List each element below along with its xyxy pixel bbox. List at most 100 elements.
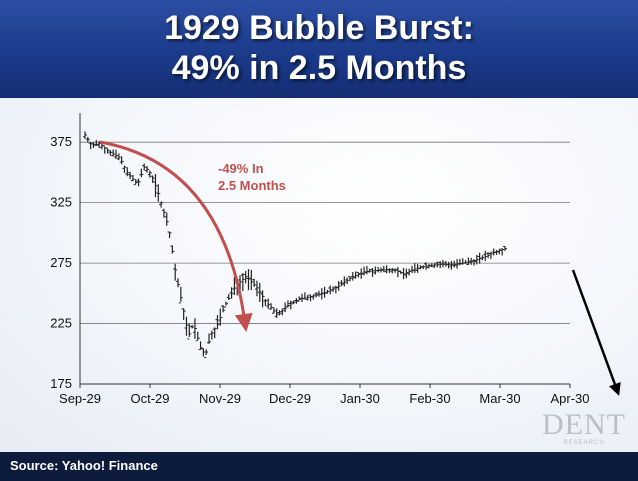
ohlc-bar (187, 323, 192, 340)
ohlc-bar (271, 307, 276, 314)
annotation-line-2: 2.5 Months (218, 178, 286, 193)
ohlc-bar (356, 271, 361, 278)
ohlc-bar (229, 287, 234, 299)
ohlc-bar (302, 292, 307, 300)
ohlc-bar (221, 305, 226, 313)
footer-bar: Source: Yahoo! Finance (0, 452, 638, 481)
plot-background (0, 98, 638, 452)
x-tick-label: Nov-29 (199, 391, 241, 406)
ohlc-bar (291, 300, 296, 305)
ohlc-bar (297, 296, 302, 302)
ohlc-bar (404, 268, 409, 279)
ohlc-bar (342, 276, 347, 287)
ohlc-bar (474, 254, 479, 265)
ohlc-bar (85, 136, 90, 143)
ohlc-bar (192, 318, 197, 339)
ohlc-bar (254, 280, 259, 297)
x-tick-label: Sep-29 (59, 391, 101, 406)
ohlc-bar (466, 257, 471, 265)
ohlc-bar (424, 262, 429, 270)
title-line-1: 1929 Bubble Burst: (164, 9, 474, 47)
ohlc-bar (294, 298, 299, 304)
logo-subtitle: RESEARCH (563, 440, 605, 446)
ohlc-bar (280, 308, 285, 316)
ohlc-bar (311, 294, 316, 300)
ohlc-bar (83, 131, 87, 139)
ohlc-bar (150, 175, 155, 183)
ohlc-bar (483, 250, 488, 262)
ohlc-bar (204, 349, 209, 358)
ohlc-bar (257, 282, 262, 302)
ohlc-bar (319, 288, 324, 300)
y-tick-label: 225 (50, 316, 72, 331)
ohlc-bars (83, 131, 507, 358)
ohlc-bar (362, 266, 367, 276)
ohlc-bar (136, 178, 141, 187)
ohlc-bar (161, 208, 166, 218)
ohlc-bar (243, 270, 248, 284)
annotation-line-1: -49% In (218, 161, 264, 176)
ohlc-bar (305, 294, 310, 301)
ohlc-bar (159, 201, 164, 208)
ohlc-bar (350, 272, 355, 281)
ohlc-bar (269, 303, 274, 310)
ohlc-bar (170, 245, 175, 254)
ohlc-bar (209, 330, 214, 340)
ohlc-bar (122, 165, 127, 173)
ohlc-bar (494, 249, 499, 255)
ohlc-bar (178, 286, 183, 304)
ohlc-bar (232, 277, 237, 296)
ohlc-bar (195, 331, 200, 342)
ohlc-bar (381, 265, 386, 273)
ohlc-bar (156, 184, 161, 202)
y-tick-label: 375 (50, 134, 72, 149)
drop-arrow (99, 140, 253, 332)
ohlc-bar (367, 268, 372, 273)
ohlc-bar (176, 278, 181, 288)
ohlc-bar (190, 324, 195, 329)
ohlc-bar (249, 269, 254, 291)
logo-name: DENT (542, 408, 626, 441)
title-banner (0, 0, 638, 98)
ohlc-bar (390, 267, 395, 274)
ohlc-bar (438, 261, 443, 269)
ohlc-bar (407, 268, 412, 276)
ohlc-bar (167, 231, 172, 239)
ohlc-bar (314, 292, 319, 298)
ohlc-bar (452, 260, 457, 268)
y-tick-label: 325 (50, 195, 72, 210)
ohlc-bar (300, 293, 305, 302)
ohlc-bar (460, 258, 465, 265)
ohlc-bar (226, 293, 231, 301)
ohlc-bar (125, 167, 130, 177)
ohlc-bar (260, 290, 265, 308)
ohlc-bar (145, 166, 150, 173)
ohlc-bar (503, 245, 507, 251)
ohlc-bar (128, 171, 133, 180)
y-tick-label: 175 (50, 376, 72, 391)
x-tick-label: Oct-29 (130, 391, 169, 406)
ohlc-bar (331, 286, 336, 292)
source-text: Source: Yahoo! Finance (10, 458, 158, 473)
ohlc-bar (432, 263, 437, 268)
ohlc-bar (463, 260, 468, 264)
ohlc-bar (252, 278, 257, 287)
ohlc-bar (426, 263, 431, 269)
x-tick-labels: Sep-29 Oct-29 Nov-29 Dec-29 Jan-30 Feb-30 Mar-… (59, 391, 589, 406)
ohlc-bar (105, 147, 110, 154)
ohlc-bar (401, 267, 406, 280)
x-tick-label: Dec-29 (269, 391, 311, 406)
ohlc-bar (322, 286, 327, 298)
ohlc-bar (246, 269, 251, 291)
gridlines (80, 141, 570, 324)
ohlc-bar (263, 298, 268, 306)
ohlc-bar (440, 259, 445, 268)
x-tick-label: Feb-30 (409, 391, 450, 406)
ohlc-bar (418, 265, 423, 270)
ohlc-bar (102, 145, 107, 154)
ohlc-bar (184, 316, 189, 336)
ohlc-bar (500, 248, 505, 256)
ohlc-bar (207, 333, 212, 344)
ohlc-bar (181, 308, 186, 320)
ohlc-bar (308, 294, 313, 302)
